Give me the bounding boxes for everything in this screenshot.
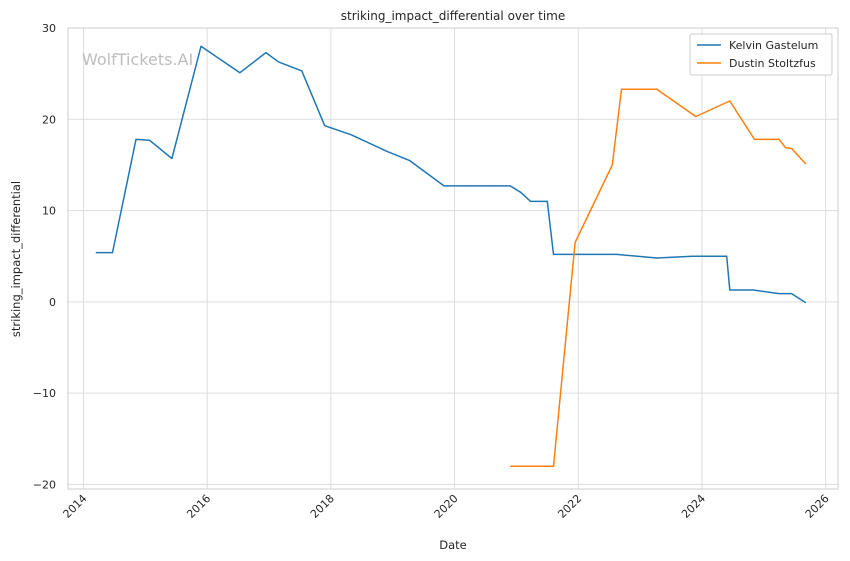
y-tick-label: −20 [33, 478, 56, 491]
chart-title: striking_impact_differential over time [341, 9, 566, 23]
series [95, 45, 807, 467]
series-line-kelvin-gastelum [95, 45, 807, 304]
legend-label-kelvin-gastelum: Kelvin Gastelum [729, 39, 818, 52]
y-tick-label: 30 [42, 22, 56, 35]
y-tick-label: −10 [33, 387, 56, 400]
watermark: WolfTickets.AI [82, 50, 193, 69]
y-tick-label: 10 [42, 205, 56, 218]
plot-frame [67, 27, 839, 490]
y-axis-title: striking_impact_differential [9, 181, 23, 337]
y-tick-label: 0 [49, 296, 56, 309]
y-tick-label: 20 [42, 113, 56, 126]
legend-frame [689, 33, 833, 76]
x-axis-title: Date [439, 538, 467, 552]
series-line-dustin-stoltzfus [510, 88, 807, 467]
legend-label-dustin-stoltzfus: Dustin Stoltzfus [729, 57, 816, 70]
legend: Kelvin Gastelum Dustin Stoltzfus [689, 33, 833, 76]
